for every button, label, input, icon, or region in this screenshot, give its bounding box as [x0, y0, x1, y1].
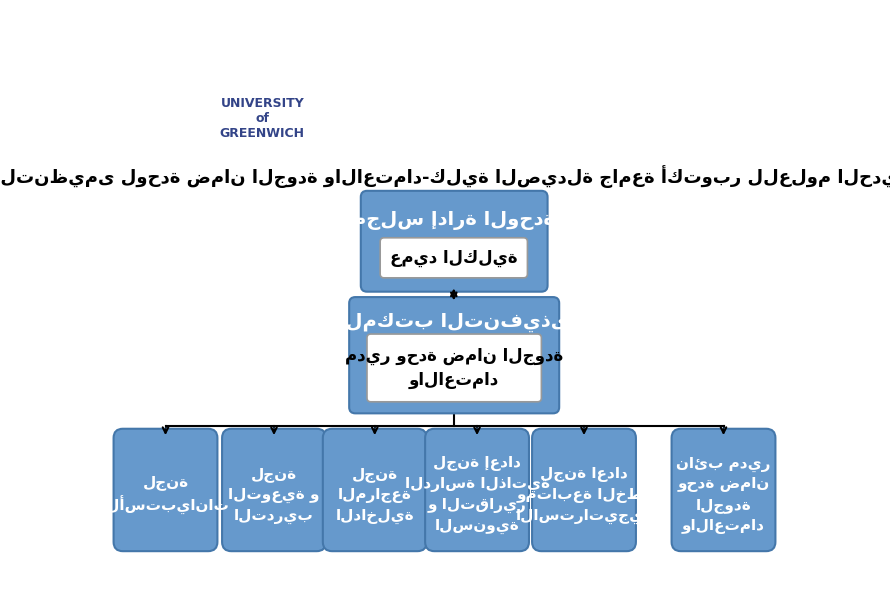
Text: لجنة اعداد
ومتابعة الخطة
الاستراتيجية: لجنة اعداد ومتابعة الخطة الاستراتيجية: [515, 467, 652, 524]
FancyBboxPatch shape: [367, 334, 541, 402]
Text: لجنة
المراجعة
الداخلية: لجنة المراجعة الداخلية: [336, 467, 414, 524]
FancyBboxPatch shape: [380, 238, 528, 278]
Text: مجلس إدارة الوحدة: مجلس إدارة الوحدة: [352, 211, 555, 229]
Text: عميد الكلية: عميد الكلية: [390, 249, 518, 267]
Text: لجنة
الأستبيانات: لجنة الأستبيانات: [101, 475, 230, 515]
FancyBboxPatch shape: [672, 429, 775, 551]
FancyBboxPatch shape: [349, 297, 559, 414]
FancyBboxPatch shape: [222, 429, 326, 551]
Text: المكتب التنفيذى: المكتب التنفيذى: [339, 313, 569, 332]
Text: UNIVERSITY
of
GREENWICH: UNIVERSITY of GREENWICH: [220, 97, 305, 140]
Text: لجنة
التوعية و
التدريب: لجنة التوعية و التدريب: [228, 467, 320, 524]
FancyBboxPatch shape: [425, 429, 529, 551]
FancyBboxPatch shape: [360, 191, 547, 292]
FancyBboxPatch shape: [532, 429, 636, 551]
Text: لجنة إعداد
الدراسة الذاتية
و التقارير
السنوية: لجنة إعداد الدراسة الذاتية و التقارير ال…: [405, 456, 549, 534]
Text: الهيكل التنظيمى لوحدة ضمان الجودة والاعتماد-كلية الصيدلة جامعة أكتوبر للعلوم الح: الهيكل التنظيمى لوحدة ضمان الجودة والاعت…: [0, 165, 890, 188]
Text: مدير وحدة ضمان الجودة
والاعتماد: مدير وحدة ضمان الجودة والاعتماد: [344, 347, 562, 389]
FancyBboxPatch shape: [323, 429, 426, 551]
Text: نائب مدير
وحدة ضمان
الجودة
والاعتماد: نائب مدير وحدة ضمان الجودة والاعتماد: [676, 456, 771, 534]
FancyBboxPatch shape: [114, 429, 217, 551]
